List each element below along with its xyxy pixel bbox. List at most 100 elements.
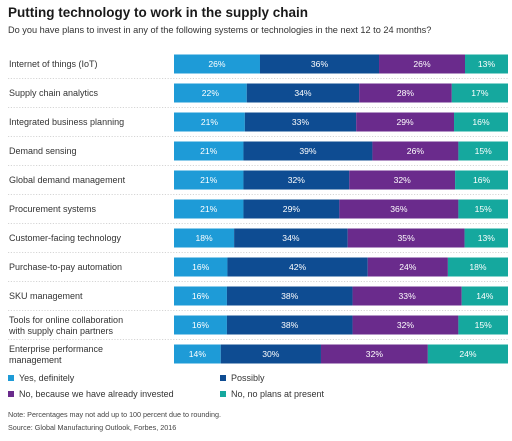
bar-value-label: 32%: [397, 320, 415, 330]
legend-label: Yes, definitely: [19, 373, 75, 383]
bar-segment: [243, 199, 340, 219]
bar-segment: [359, 83, 452, 103]
bar-value-label: 26%: [413, 59, 431, 69]
bar-value-label: 38%: [281, 291, 299, 301]
bar-value-label: 38%: [281, 320, 299, 330]
chart-title: Putting technology to work in the supply…: [8, 5, 309, 20]
legend-item-no-plans: No, no plans at present: [220, 389, 324, 399]
chart-note: Note: Percentages may not add up to 100 …: [8, 410, 221, 419]
bar-value-label: 35%: [398, 233, 416, 243]
bar-segment: [234, 228, 348, 248]
bar-value-label: 16%: [473, 175, 491, 185]
bar-value-label: 34%: [282, 233, 300, 243]
legend-swatch: [220, 375, 226, 381]
bar-value-label: 33%: [399, 291, 417, 301]
bar-value-label: 24%: [459, 349, 477, 359]
bar-segment: [379, 54, 466, 74]
legend-label: Possibly: [231, 373, 265, 383]
bar-value-label: 21%: [201, 117, 219, 127]
bar-segment: [243, 141, 373, 161]
bar-value-label: 21%: [200, 204, 218, 214]
bar-value-label: 13%: [478, 233, 496, 243]
bar-value-label: 29%: [396, 117, 414, 127]
bar-segment: [427, 344, 508, 364]
bar-value-label: 26%: [407, 146, 425, 156]
bar-segment: [246, 83, 360, 103]
bar-segment: [320, 344, 428, 364]
category-label: SKU management: [9, 291, 83, 301]
category-labels: Internet of things (IoT) Supply chain ana…: [8, 59, 126, 365]
bar-value-label: 33%: [292, 117, 310, 127]
bar-value-label: 16%: [192, 262, 210, 272]
bar-value-label: 15%: [475, 320, 493, 330]
bar-value-label: 36%: [311, 59, 329, 69]
bar-value-label: 16%: [472, 117, 490, 127]
bar-value-label: 26%: [208, 59, 226, 69]
legend-swatch: [8, 391, 14, 397]
bar-value-label: 42%: [289, 262, 307, 272]
bar-value-label: 17%: [471, 88, 489, 98]
bar-value-label: 39%: [299, 146, 317, 156]
bar-segment: [174, 112, 245, 132]
bar-value-label: 15%: [475, 146, 493, 156]
bar-segment: [458, 199, 508, 219]
bar-value-label: 21%: [200, 146, 218, 156]
category-label: Global demand management: [9, 175, 126, 185]
category-label: Demand sensing: [9, 146, 77, 156]
bar-value-label: 29%: [283, 204, 301, 214]
bar-segment: [451, 83, 508, 103]
bar-segment: [458, 315, 508, 335]
bar-value-label: 22%: [202, 88, 220, 98]
legend-item-yes-definitely: Yes, definitely: [8, 373, 74, 383]
bar-segment: [352, 286, 462, 306]
category-label: Integrated business planning: [9, 117, 124, 127]
bar-value-label: 18%: [195, 233, 213, 243]
chart-source: Source: Global Manufacturing Outlook, Fo…: [8, 423, 177, 432]
bar-segment: [356, 112, 455, 132]
category-label: Internet of things (IoT): [9, 59, 98, 69]
category-label: Supply chain analytics: [9, 88, 99, 98]
bar-value-label: 14%: [189, 349, 207, 359]
bar-segment: [367, 257, 448, 277]
bar-segment: [227, 257, 368, 277]
category-label: Tools for online collaboration with suppl…: [8, 315, 123, 336]
bar-value-label: 32%: [394, 175, 412, 185]
bar-segment: [174, 141, 244, 161]
bar-value-label: 18%: [469, 262, 487, 272]
chart-subtitle: Do you have plans to invest in any of th…: [8, 25, 432, 35]
legend-swatch: [8, 375, 14, 381]
bar-value-label: 16%: [192, 291, 210, 301]
bar-segment: [464, 228, 508, 248]
bar-value-label: 34%: [294, 88, 312, 98]
bar-segment: [174, 199, 244, 219]
legend-label: No, no plans at present: [231, 389, 325, 399]
stacked-bar-chart: Internet of things (IoT) Supply chain ana…: [8, 54, 508, 365]
category-label: Customer-facing technology: [9, 233, 122, 243]
bar-segment: [349, 170, 456, 190]
bar-segment: [220, 344, 321, 364]
bar-segment: [226, 315, 353, 335]
bar-value-label: 24%: [399, 262, 417, 272]
bar-segment: [174, 83, 247, 103]
bar-segment: [243, 170, 350, 190]
bar-segment: [465, 54, 508, 74]
bar-value-label: 30%: [262, 349, 280, 359]
bar-segment: [174, 286, 227, 306]
bar-value-label: 16%: [192, 320, 210, 330]
bar-segment: [226, 286, 353, 306]
bar-value-label: 21%: [200, 175, 218, 185]
bar-value-label: 32%: [288, 175, 306, 185]
legend-label: No, because we have already invested: [19, 389, 174, 399]
bar-segment: [174, 170, 244, 190]
legend-item-possibly: Possibly: [220, 373, 265, 383]
category-label: Procurement systems: [9, 204, 97, 214]
bar-segment: [458, 141, 508, 161]
row-dividers: [8, 78, 508, 340]
bar-value-label: 28%: [397, 88, 415, 98]
bar-segment: [174, 257, 228, 277]
bar-segment: [454, 112, 508, 132]
bar-segment: [455, 170, 508, 190]
bar-segment: [244, 112, 357, 132]
category-label: Enterprise performance management: [9, 344, 103, 365]
legend-swatch: [220, 391, 226, 397]
